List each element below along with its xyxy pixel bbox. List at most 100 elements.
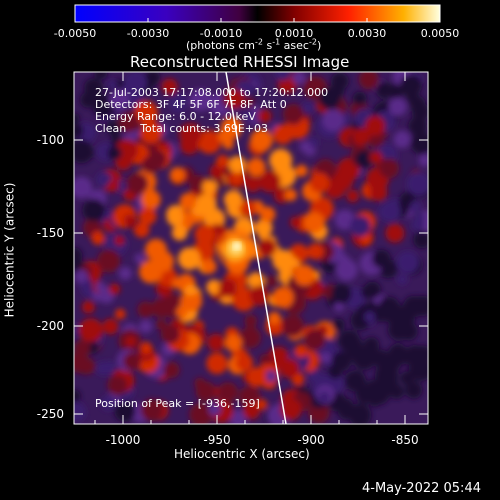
- image-texture-blob: [102, 318, 119, 335]
- image-texture-blob: [364, 311, 376, 323]
- image-texture-blob: [371, 349, 390, 368]
- image-texture-blob: [139, 319, 153, 334]
- image-texture-blob: [91, 231, 105, 245]
- image-texture-blob: [258, 170, 281, 193]
- image-texture-blob: [209, 163, 226, 180]
- image-texture-blob: [115, 139, 139, 163]
- image-texture-blob: [366, 379, 381, 395]
- image-texture-blob: [151, 297, 172, 318]
- image-texture-blob: [123, 214, 136, 227]
- image-texture-blob: [74, 269, 88, 283]
- image-texture-blob: [303, 212, 325, 233]
- image-texture-blob: [115, 308, 126, 320]
- rhessi-image: [74, 72, 428, 424]
- image-texture-blob: [114, 400, 136, 422]
- image-texture-blob: [244, 314, 258, 328]
- image-texture-blob: [387, 318, 410, 341]
- image-texture-blob: [405, 381, 423, 399]
- image-texture-blob: [118, 111, 140, 133]
- image-texture-blob: [163, 361, 180, 378]
- image-texture-blob: [74, 113, 80, 124]
- image-texture-blob: [74, 323, 81, 337]
- image-texture-blob: [217, 382, 238, 403]
- colorbar-tick-label: -0.0010: [199, 27, 243, 40]
- image-texture-blob: [208, 403, 222, 416]
- image-texture-blob: [363, 337, 380, 353]
- image-texture-blob: [352, 91, 367, 106]
- image-texture-blob: [223, 190, 243, 210]
- image-texture-blob: [238, 385, 261, 408]
- image-texture-blob: [388, 97, 407, 116]
- image-texture-blob: [418, 154, 428, 167]
- image-texture-blob: [246, 367, 267, 387]
- image-texture-blob: [95, 281, 106, 292]
- image-texture-blob: [414, 235, 426, 247]
- image-texture-blob: [194, 377, 206, 389]
- y-tick-label: -150: [36, 226, 64, 240]
- image-texture-blob: [369, 151, 383, 164]
- image-texture-blob: [108, 283, 121, 295]
- image-texture-blob: [123, 352, 142, 371]
- image-texture-blob: [222, 138, 234, 150]
- image-texture-blob: [140, 120, 163, 144]
- image-texture-blob: [239, 199, 257, 217]
- colorbar-tick-label: 0.0030: [347, 27, 387, 40]
- image-texture-blob: [206, 279, 222, 295]
- image-texture-blob: [166, 209, 184, 227]
- image-texture-blob: [189, 402, 213, 424]
- image-texture-blob: [215, 177, 226, 188]
- image-texture-blob: [74, 139, 94, 164]
- image-texture-blob: [180, 290, 203, 312]
- image-texture-blob: [346, 189, 360, 203]
- image-texture-blob: [138, 207, 157, 226]
- image-texture-blob: [274, 72, 291, 81]
- emission-peak: [233, 242, 241, 250]
- colorbar-tick-label: 0.0050: [420, 27, 460, 40]
- image-texture-blob: [201, 259, 217, 274]
- image-texture-blob: [264, 370, 277, 383]
- image-texture-blob: [74, 176, 93, 199]
- image-texture-blob: [239, 326, 262, 349]
- x-tick-label: -900: [297, 433, 325, 447]
- image-texture-blob: [269, 148, 293, 172]
- image-texture-blob: [97, 249, 121, 273]
- image-texture-blob: [290, 216, 302, 229]
- image-texture-blob: [74, 389, 81, 403]
- image-texture-blob: [331, 283, 352, 304]
- colorbar: [74, 4, 441, 23]
- image-texture-blob: [133, 222, 150, 238]
- image-texture-blob: [207, 333, 225, 352]
- image-texture-blob: [352, 129, 370, 146]
- image-texture-blob: [179, 123, 202, 146]
- image-texture-blob: [189, 88, 212, 112]
- image-texture-blob: [109, 89, 130, 110]
- y-axis-label: Heliocentric Y (arcsec): [2, 182, 17, 318]
- image-texture-blob: [308, 368, 322, 383]
- image-texture-blob: [241, 96, 255, 109]
- image-texture-blob: [179, 192, 197, 211]
- image-texture-blob: [257, 399, 268, 410]
- plot-title: Reconstructed RHESSI Image: [130, 53, 350, 71]
- image-texture-blob: [403, 352, 416, 365]
- annotation-clean: Clean Total counts: 3.69E+03: [95, 122, 269, 135]
- image-texture-blob: [125, 336, 136, 347]
- image-texture-blob: [160, 324, 181, 344]
- x-tick-label: -950: [203, 433, 231, 447]
- image-texture-blob: [258, 230, 269, 241]
- colorbar-tick-label: 0.0010: [274, 27, 314, 40]
- image-texture-blob: [126, 172, 149, 195]
- image-texture-blob: [100, 395, 116, 411]
- colorbar-unit: (photons cm-2 s-1 asec-2): [186, 37, 322, 52]
- image-texture-blob: [279, 398, 302, 421]
- image-texture-blob: [144, 72, 161, 86]
- image-texture-blob: [281, 314, 305, 338]
- image-texture-blob: [295, 164, 308, 177]
- image-texture-blob: [195, 193, 217, 215]
- image-texture-blob: [140, 189, 161, 210]
- image-texture-blob: [243, 109, 255, 121]
- colorbar-ticks: [74, 18, 441, 22]
- image-texture-blob: [80, 92, 96, 108]
- y-tick-label: -200: [36, 319, 64, 333]
- image-texture-blob: [322, 109, 345, 132]
- image-texture-blob: [141, 156, 160, 174]
